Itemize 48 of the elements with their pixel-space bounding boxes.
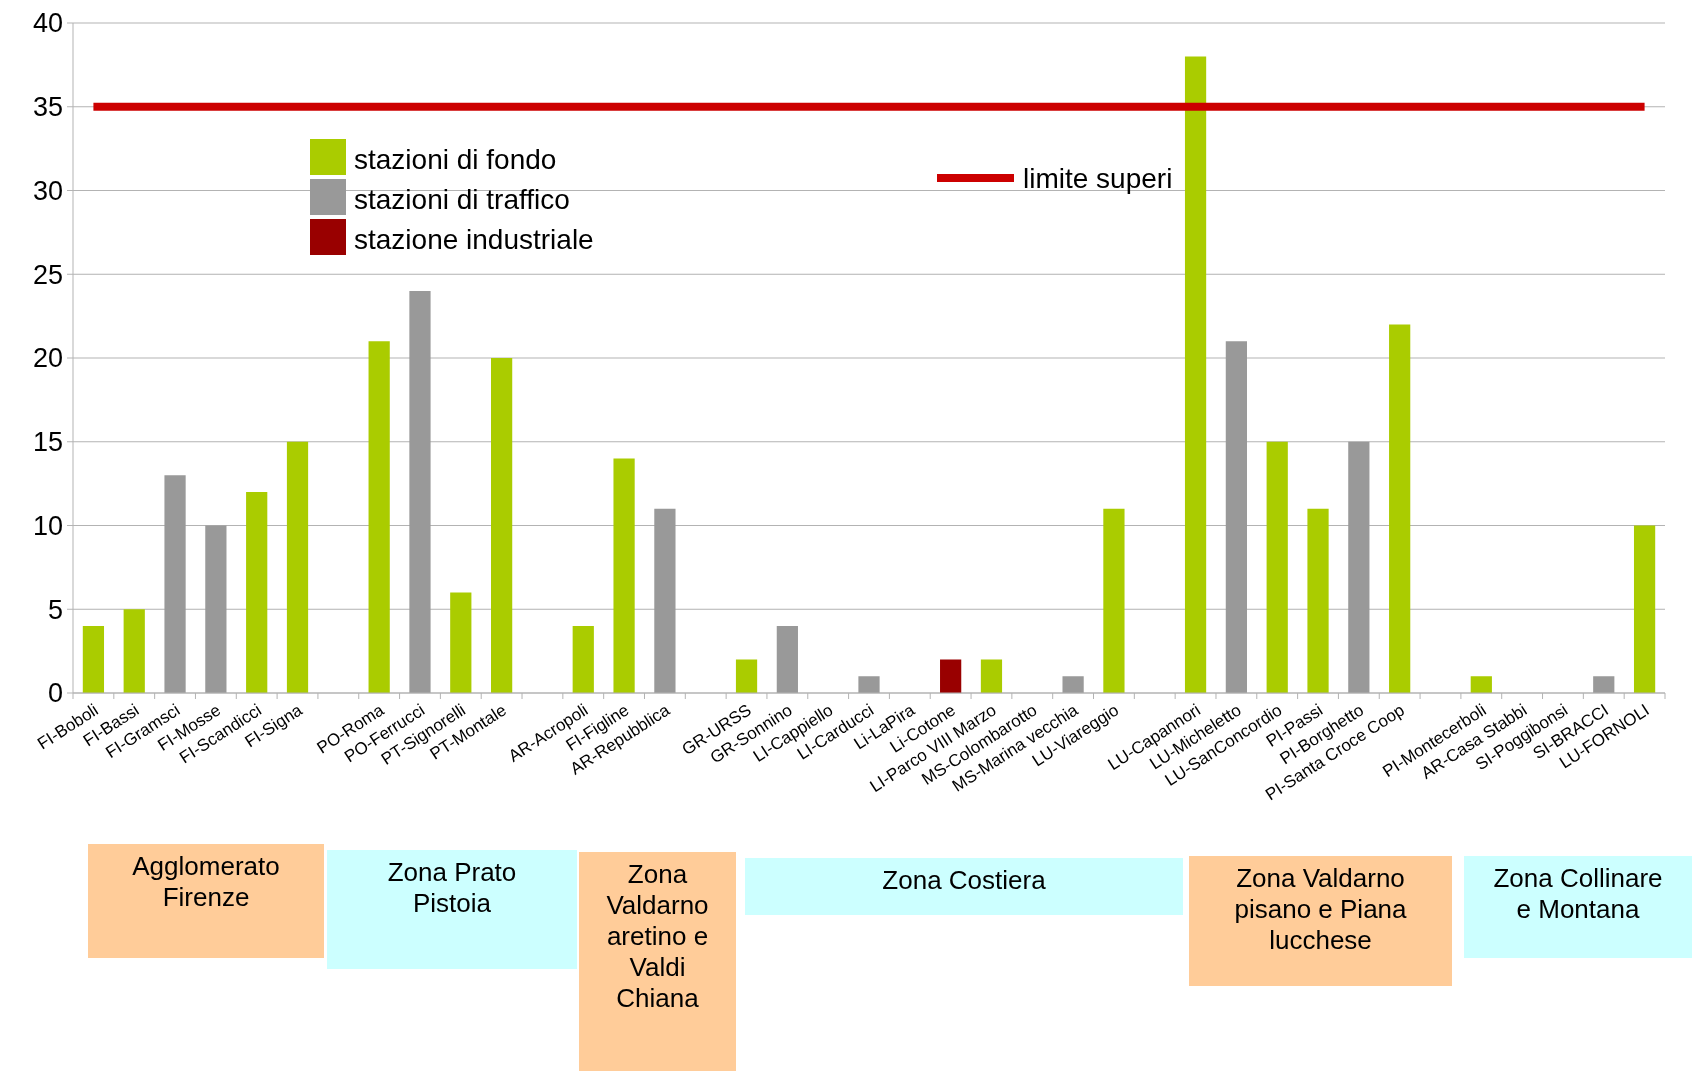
bar xyxy=(1184,56,1207,693)
y-tick-label: 5 xyxy=(47,594,63,625)
bar xyxy=(491,358,513,693)
bar xyxy=(82,626,105,693)
y-tick-label: 20 xyxy=(32,343,63,374)
bar xyxy=(1348,441,1370,693)
bar xyxy=(123,609,145,693)
bar xyxy=(776,626,798,693)
legend-label: stazione industriale xyxy=(354,223,594,255)
bar xyxy=(205,525,227,693)
bar xyxy=(1593,676,1615,693)
text: Zona Costiera xyxy=(882,865,1047,895)
bar xyxy=(164,475,186,693)
bar xyxy=(572,626,594,693)
bar xyxy=(735,659,758,693)
bar xyxy=(1062,676,1084,693)
y-tick-label: 35 xyxy=(32,92,63,123)
text: Agglomerato Firenze xyxy=(132,851,280,912)
bar xyxy=(1103,508,1125,693)
y-tick-label: 25 xyxy=(32,259,63,290)
bar xyxy=(1307,508,1329,693)
bar xyxy=(613,458,635,693)
y-tick-label: 10 xyxy=(32,510,63,541)
legend-label: limite superi xyxy=(1023,162,1173,194)
bar xyxy=(368,341,390,693)
bar xyxy=(654,508,676,693)
text: Zona Collinare e Montana xyxy=(1493,863,1663,924)
bar xyxy=(980,659,1003,693)
bar xyxy=(1470,676,1492,693)
bar xyxy=(246,492,268,693)
bar xyxy=(940,659,962,693)
bar xyxy=(1225,341,1247,693)
text: Zona Valdarno pisano e Piana lucchese xyxy=(1234,863,1408,955)
bar xyxy=(858,676,880,693)
bar xyxy=(409,291,431,693)
legend-label: stazioni di traffico xyxy=(354,183,570,215)
y-tick-label: 0 xyxy=(47,678,63,709)
bar xyxy=(1266,441,1288,693)
bar xyxy=(286,441,309,693)
y-tick-label: 30 xyxy=(32,175,63,206)
y-tick-label: 15 xyxy=(32,427,63,458)
y-tick-label: 40 xyxy=(32,8,63,39)
bar xyxy=(1633,525,1656,693)
text: Zona Prato Pistoia xyxy=(387,857,517,918)
bar xyxy=(1389,324,1411,693)
legend-label: stazioni di fondo xyxy=(354,143,557,175)
bar xyxy=(450,592,472,693)
text: Zona Valdarno aretino e Valdi Chiana xyxy=(606,859,709,1013)
